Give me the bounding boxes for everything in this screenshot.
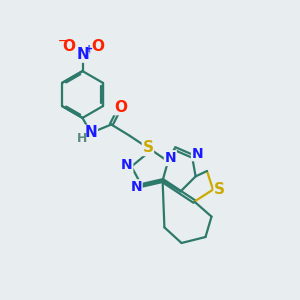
Text: N: N [76,47,89,62]
Text: O: O [91,39,104,54]
Text: S: S [214,182,225,197]
Text: N: N [121,158,133,172]
Text: −: − [58,36,67,46]
Text: H: H [77,132,88,146]
Text: N: N [130,180,142,194]
Text: S: S [142,140,153,155]
Text: N: N [192,147,203,160]
Text: O: O [62,39,76,54]
Text: N: N [85,125,97,140]
Text: N: N [165,152,176,165]
Text: O: O [114,100,127,115]
Text: N: N [165,151,176,165]
Text: +: + [85,44,93,54]
